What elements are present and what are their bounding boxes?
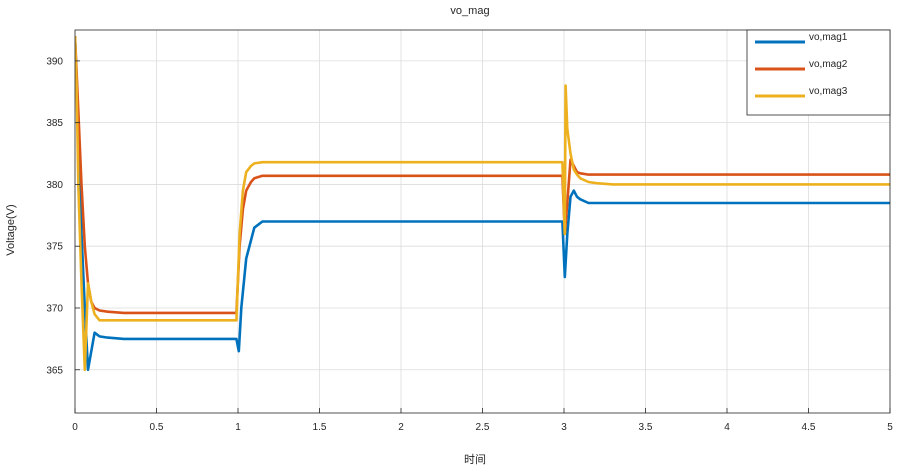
x-axis: 0 0.5 1 1.5 2 2.5 3 3.5 4 4.5 5 bbox=[72, 408, 893, 433]
x-tick-label: 2.5 bbox=[476, 422, 490, 433]
x-tick-label: 1.5 bbox=[313, 422, 327, 433]
legend-label: vo,mag3 bbox=[809, 86, 848, 97]
x-tick-label: 4 bbox=[724, 422, 730, 433]
x-tick-label: 0.5 bbox=[150, 422, 164, 433]
legend[interactable]: vo,mag1 vo,mag2 vo,mag3 bbox=[746, 29, 891, 116]
y-tick-label: 385 bbox=[46, 118, 63, 129]
y-tick-label: 370 bbox=[46, 303, 63, 314]
y-tick-label: 380 bbox=[46, 180, 63, 191]
x-tick-label: 3 bbox=[561, 422, 567, 433]
series-layer bbox=[75, 36, 890, 372]
y-axis-label: Voltage(V) bbox=[5, 204, 17, 255]
y-tick-label: 375 bbox=[46, 242, 63, 253]
x-axis-label: 时间 bbox=[464, 453, 486, 466]
chart-title: vo_mag bbox=[450, 5, 489, 17]
x-tick-label: 3.5 bbox=[639, 422, 653, 433]
x-tick-label: 4.5 bbox=[802, 422, 816, 433]
x-tick-label: 1 bbox=[235, 422, 241, 433]
y-tick-label: 365 bbox=[46, 365, 63, 376]
x-tick-label: 5 bbox=[887, 422, 893, 433]
x-tick-label: 0 bbox=[72, 422, 78, 433]
legend-label: vo,mag2 bbox=[809, 59, 848, 70]
series-line-2 bbox=[75, 36, 890, 315]
y-axis: 365 370 375 380 385 390 bbox=[46, 56, 80, 376]
legend-label: vo,mag1 bbox=[809, 32, 848, 43]
legend-box bbox=[746, 29, 891, 116]
x-tick-label: 2 bbox=[398, 422, 404, 433]
y-tick-label: 390 bbox=[46, 56, 63, 67]
series-line-1 bbox=[75, 36, 890, 372]
series-line-3 bbox=[75, 36, 890, 372]
